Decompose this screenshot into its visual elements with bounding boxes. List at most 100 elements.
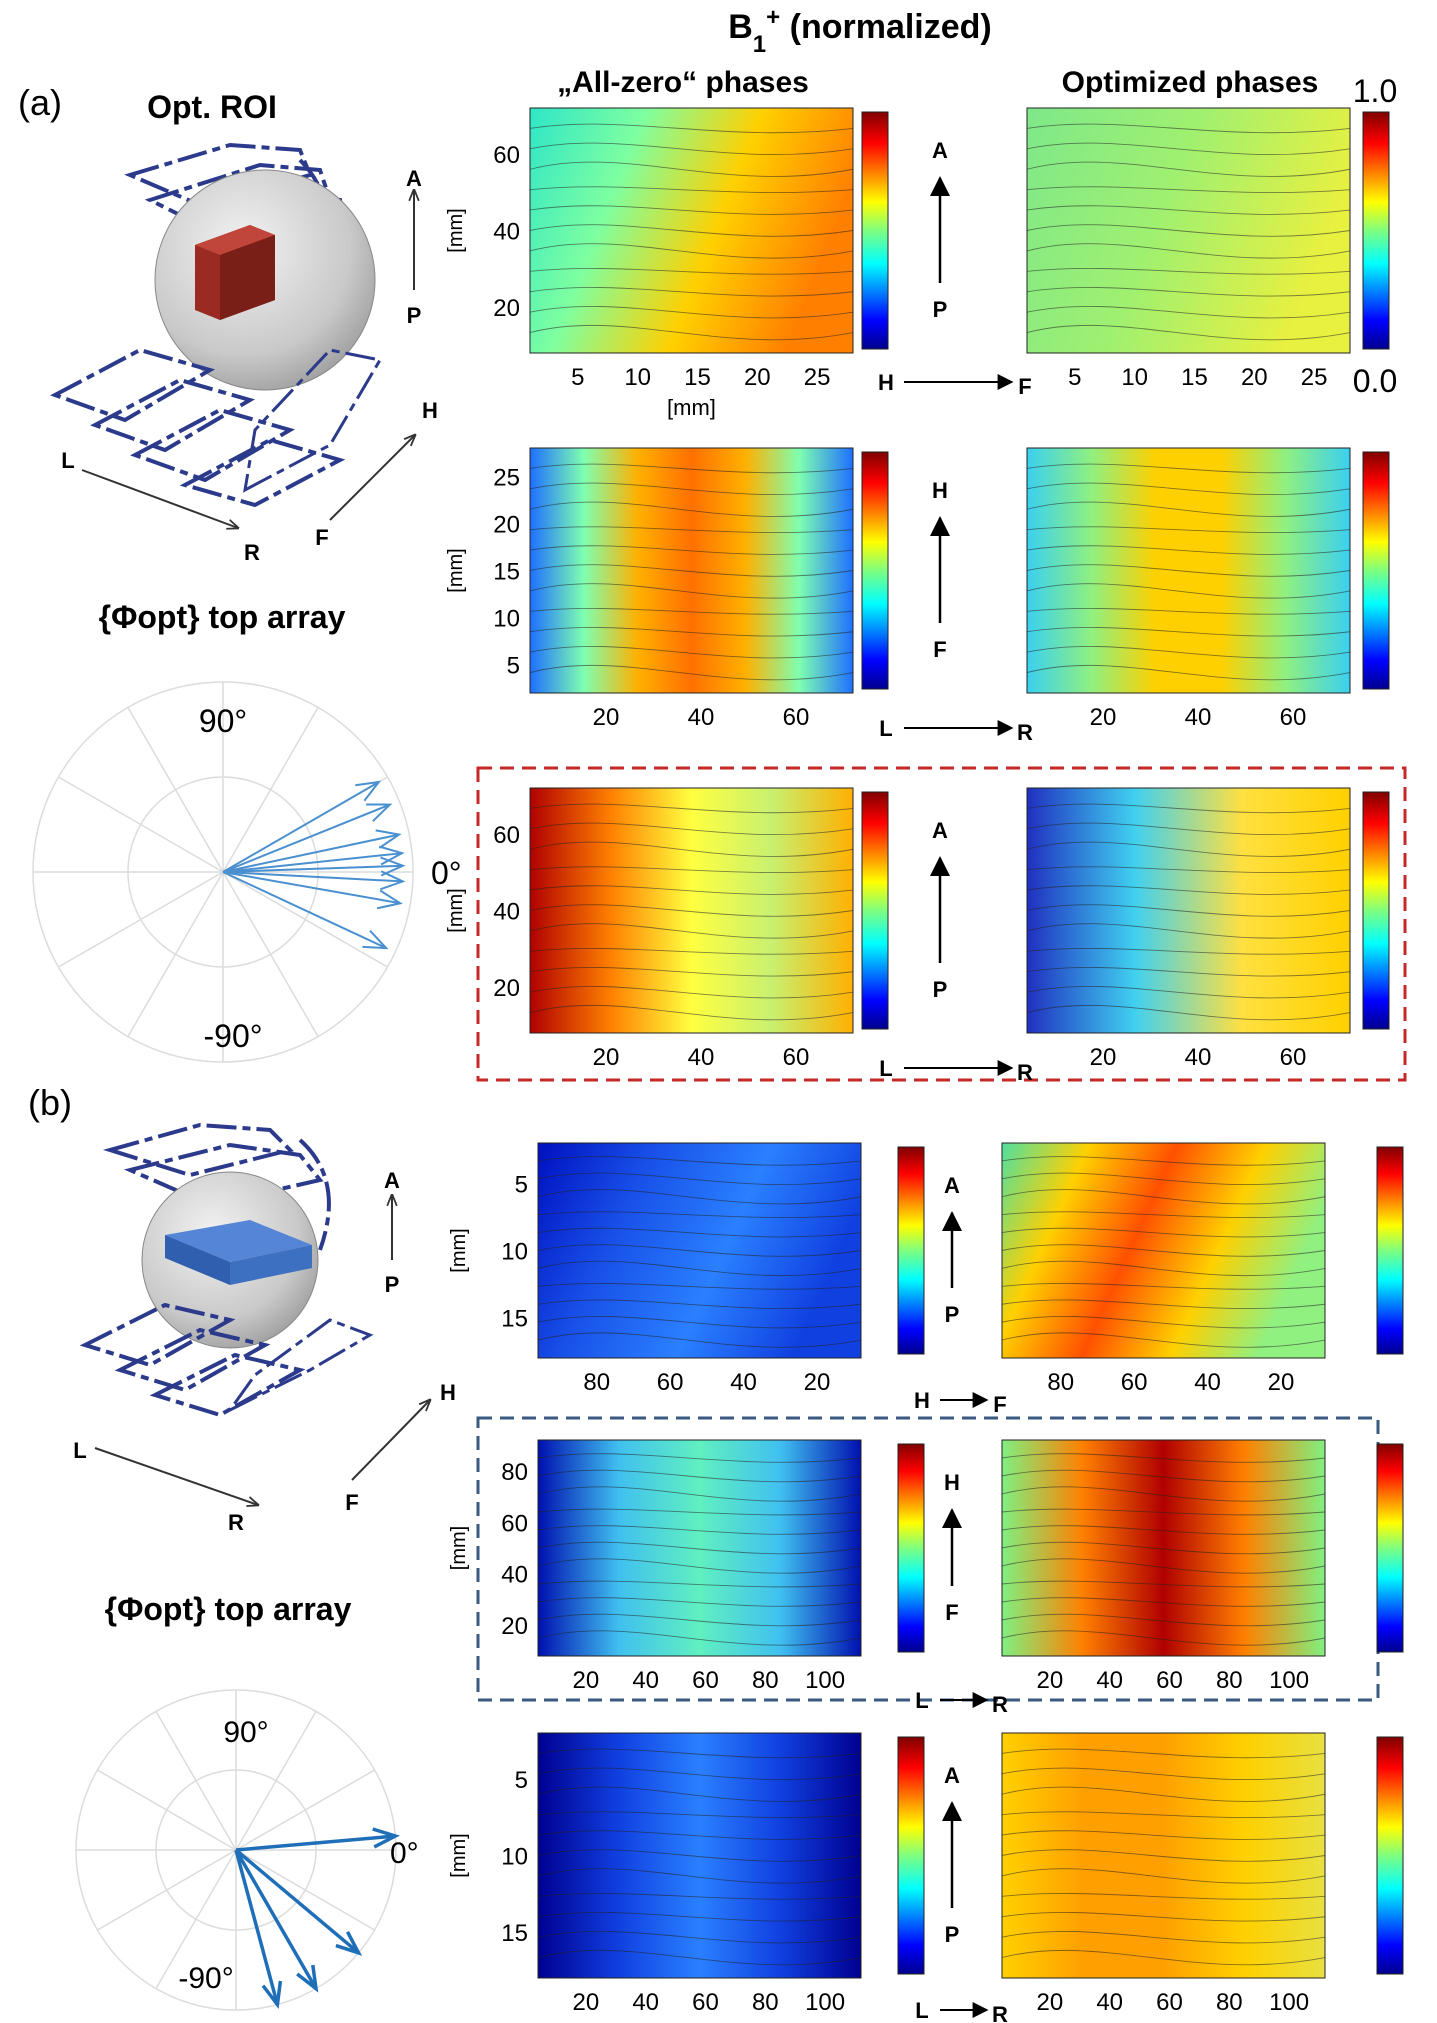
x-tick-label: 20 <box>1090 704 1117 731</box>
x-tick-label: 25 <box>804 364 831 391</box>
dir-label-h: H <box>422 398 438 423</box>
x-tick-label: 80 <box>1216 1667 1243 1694</box>
x-tick-label: 80 <box>1216 1989 1243 2016</box>
contour-line <box>537 1558 862 1574</box>
x-tick-label: 60 <box>1156 1667 1183 1694</box>
contour-line <box>537 1630 862 1646</box>
dir-from-label: L <box>915 1998 928 2023</box>
x-tick-label: 80 <box>752 1989 779 2016</box>
polar-label-0-b: 0° <box>390 1837 419 1870</box>
contour-line <box>529 186 854 194</box>
contour-line <box>537 1156 862 1166</box>
contour-line <box>1026 866 1351 874</box>
y-tick-label: 5 <box>507 653 520 680</box>
y-tick-label: 15 <box>501 1306 528 1333</box>
contour-line <box>1026 482 1351 496</box>
x-tick-label: 5 <box>1068 364 1081 391</box>
heatmap-optimized <box>1001 1732 1326 1979</box>
contour-line <box>1026 985 1351 999</box>
contour-line <box>537 1849 862 1862</box>
contour-line <box>1001 1469 1326 1483</box>
y-tick-label: 60 <box>493 142 520 169</box>
y-tick-label: 10 <box>501 1239 528 1266</box>
x-tick-label: 20 <box>593 704 620 731</box>
colorbar <box>861 111 889 350</box>
contour-line <box>1026 324 1351 341</box>
colorbar <box>1376 1443 1404 1653</box>
contour-line <box>537 1453 862 1463</box>
panel-b-label: (b) <box>28 1082 72 1123</box>
dir-label-h-b: H <box>440 1380 456 1405</box>
x-tick-label: 40 <box>632 1989 659 2016</box>
orient-top-label: A <box>932 818 948 843</box>
contour-line <box>1001 1299 1326 1310</box>
highlight-box-red <box>476 766 1407 1082</box>
y-tick-label: 15 <box>493 559 520 586</box>
polar-label-0: 0° <box>431 855 462 891</box>
phase-arrow <box>222 803 393 873</box>
contour-line <box>1001 1748 1326 1759</box>
contour-line <box>1001 1244 1326 1257</box>
y-tick-label: 20 <box>501 1613 528 1640</box>
contour-line <box>537 1282 862 1290</box>
dir-label-a-b: A <box>384 1168 400 1193</box>
contour-line <box>1026 822 1351 836</box>
dir-label-l-b: L <box>73 1438 86 1463</box>
contour-line <box>537 1332 862 1348</box>
contour-line <box>1001 1911 1326 1922</box>
contour-line <box>529 243 854 259</box>
heatmap-all-zero <box>537 1142 862 1359</box>
contour-line <box>1001 1613 1326 1627</box>
coil-diagram-a: A P H F L R <box>50 142 438 565</box>
contour-line <box>1026 947 1351 955</box>
polar-label-m90-b: -90° <box>178 1962 233 1995</box>
phase-title-a: {Φopt} top array <box>99 599 346 635</box>
coil-diagram-b: A P H F L R <box>73 1122 456 1535</box>
orient-bottom-label: P <box>945 1302 960 1327</box>
contour-line <box>1001 1211 1326 1219</box>
contour-line <box>529 123 854 134</box>
x-tick-label: 60 <box>783 1044 810 1071</box>
contour-line <box>537 1244 862 1257</box>
contour-line <box>529 564 854 577</box>
contour-line <box>1026 526 1351 534</box>
x-tick-label: 40 <box>688 704 715 731</box>
contour-line <box>529 841 854 857</box>
contour-line <box>1026 205 1351 215</box>
contour-line <box>1001 1811 1326 1819</box>
contour-line <box>529 324 854 341</box>
contour-line <box>1001 1949 1326 1966</box>
contour-line <box>1001 1630 1326 1646</box>
contour-line <box>1001 1767 1326 1781</box>
y-axis-unit: [mm] <box>445 888 467 932</box>
column-header-all-zero: „All-zero“ phases <box>557 66 809 99</box>
x-tick-label: 80 <box>752 1667 779 1694</box>
x-tick-label: 60 <box>783 704 810 731</box>
contour-line <box>537 1172 862 1186</box>
contour-line <box>1001 1508 1326 1516</box>
dir-from-label: L <box>915 1688 928 1713</box>
contour-line <box>1026 142 1351 156</box>
heatmap-optimized <box>1026 787 1351 1034</box>
dir-to-label: R <box>992 1692 1008 1717</box>
heatmap-all-zero <box>537 1732 862 1979</box>
orient-bottom-label: P <box>933 297 948 322</box>
x-tick-label: 80 <box>1047 1369 1074 1396</box>
y-tick-label: 40 <box>493 219 520 246</box>
y-axis-unit: [mm] <box>448 1526 470 1570</box>
dir-label-r: R <box>244 540 260 565</box>
y-tick-label: 5 <box>515 1171 528 1198</box>
contour-line <box>529 501 854 517</box>
dir-label-p: P <box>407 303 422 328</box>
contour-line <box>1026 224 1351 237</box>
x-tick-label: 20 <box>573 1667 600 1694</box>
x-tick-label: 15 <box>684 364 711 391</box>
map-row-b-1: 80 60 40 20 20 40 60 80 100 20 40 60 80 100 [mm] H F L R <box>448 1439 1404 1717</box>
contour-line <box>1026 923 1351 939</box>
colorbar <box>1376 1146 1404 1355</box>
contour-line <box>1001 1930 1326 1944</box>
x-tick-label: 40 <box>730 1369 757 1396</box>
x-tick-label: 5 <box>571 364 584 391</box>
dir-to-label: F <box>1018 374 1031 399</box>
x-tick-label: 60 <box>1280 1044 1307 1071</box>
